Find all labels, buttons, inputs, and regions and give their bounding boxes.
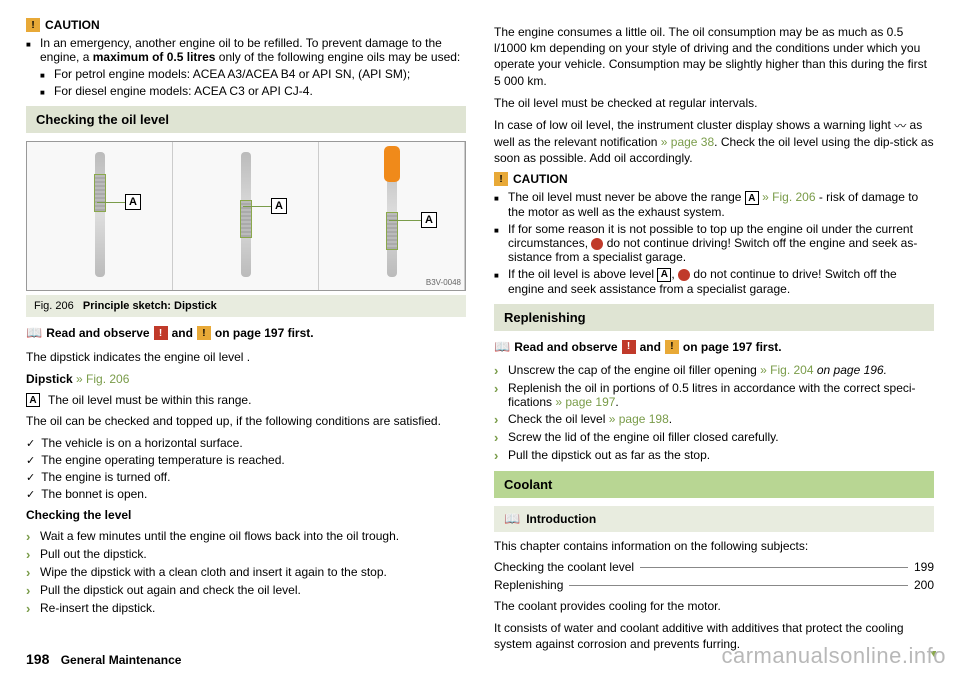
caution-icon: !	[26, 18, 40, 32]
page-footer: 198 General Maintenance	[26, 651, 181, 667]
condition-item: The engine is turned off.	[26, 470, 466, 484]
fig-label-a: A	[125, 194, 141, 210]
caution-header: ! CAUTION	[26, 18, 466, 32]
section-name: General Maintenance	[61, 653, 182, 667]
warn-yellow-icon: !	[197, 326, 211, 340]
caution-bullet: The oil level must never be above the ra…	[494, 190, 934, 219]
figure-caption: Fig. 206 Principle sketch: Dipstick	[26, 295, 466, 317]
caution-icon: !	[494, 172, 508, 186]
fig-panel-3: A	[319, 142, 465, 290]
caution-bullet: If for some reason it is not possible to…	[494, 222, 934, 264]
condition-item: The vehicle is on a horizontal surface.	[26, 436, 466, 450]
figure-206: A A A B3V-0048	[26, 141, 466, 291]
fig-panel-2: A	[173, 142, 319, 290]
fig-label-a: A	[421, 212, 437, 228]
chapter-intro: This chapter contains information on the…	[494, 538, 934, 554]
caution-sub-bullet: For petrol engine models: ACEA A3/ACEA B…	[40, 67, 466, 81]
caution-title: CAUTION	[45, 18, 100, 32]
read-observe-line: 📖 Read and observe ! and ! on page 197 f…	[494, 339, 934, 355]
book-icon: 📖	[494, 339, 510, 355]
condition-item: The engine operating temperature is reac…	[26, 453, 466, 467]
caution-title: CAUTION	[513, 172, 568, 186]
step-item: Screw the lid of the engine oil filler c…	[494, 430, 934, 445]
low-oil-para: In case of low oil level, the instrument…	[494, 117, 934, 166]
fig-panel-1: A	[27, 142, 173, 290]
check-intervals-para: The oil level must be checked at regular…	[494, 95, 934, 111]
checking-level-title: Checking the level	[26, 507, 466, 523]
step-item: Unscrew the cap of the engine oil filler…	[494, 363, 934, 378]
step-item: Replenish the oil in portions of 0.5 lit…	[494, 381, 934, 409]
step-item: Wait a few minutes until the engine oil …	[26, 529, 466, 544]
condition-item: The bonnet is open.	[26, 487, 466, 501]
toc-dots	[569, 585, 908, 586]
dipstick-intro: The dipstick indicates the engine oil le…	[26, 349, 466, 365]
toc-row: Replenishing 200	[494, 578, 934, 592]
warn-red-icon: !	[154, 326, 168, 340]
subsection-introduction: 📖 Introduction	[494, 506, 934, 532]
checked-topped: The oil can be checked and topped up, if…	[26, 413, 466, 429]
page-number: 198	[26, 651, 49, 667]
step-item: Pull the dipstick out again and check th…	[26, 583, 466, 598]
caution-bullet: In an emergency, another engine oil to b…	[26, 36, 466, 64]
letter-a-icon: A	[26, 393, 40, 407]
caution-header: ! CAUTION	[494, 172, 934, 186]
read-observe-line: 📖 Read and observe ! and ! on page 197 f…	[26, 325, 466, 341]
coolant-para1: The coolant provides cooling for the mot…	[494, 598, 934, 614]
stop-icon	[591, 238, 603, 250]
caution-sub-bullet: For diesel engine models: ACEA C3 or API…	[40, 84, 466, 98]
step-item: Wipe the dipstick with a clean cloth and…	[26, 565, 466, 580]
right-column: The engine consumes a little oil. The oi…	[494, 18, 934, 640]
dipstick-ref-line: Dipstick » Fig. 206	[26, 371, 466, 387]
left-column: ! CAUTION In an emergency, another engin…	[26, 18, 466, 640]
toc-dots	[640, 567, 908, 568]
toc-row: Checking the coolant level 199	[494, 560, 934, 574]
book-icon: 📖	[26, 325, 42, 341]
warn-red-icon: !	[622, 340, 636, 354]
oil-warning-icon: 〰	[894, 118, 906, 134]
step-item: Check the oil level » page 198.	[494, 412, 934, 427]
step-item: Pull the dipstick out as far as the stop…	[494, 448, 934, 463]
warn-yellow-icon: !	[665, 340, 679, 354]
book-icon: 📖	[504, 511, 520, 527]
section-coolant: Coolant	[494, 471, 934, 498]
letter-a-icon: A	[745, 191, 759, 205]
step-item: Pull out the dipstick.	[26, 547, 466, 562]
watermark: carmanualsonline.info	[721, 643, 946, 669]
fig-label-a: A	[271, 198, 287, 214]
step-item: Re-insert the dipstick.	[26, 601, 466, 616]
caution-bullet: If the oil level is above level A, do no…	[494, 267, 934, 296]
range-line: A The oil level must be within this rang…	[26, 393, 466, 407]
stop-icon	[678, 269, 690, 281]
section-replenishing: Replenishing	[494, 304, 934, 331]
letter-a-icon: A	[657, 268, 671, 282]
consumption-para: The engine consumes a little oil. The oi…	[494, 24, 934, 89]
section-checking-oil: Checking the oil level	[26, 106, 466, 133]
figure-code: B3V-0048	[426, 278, 461, 287]
page: ! CAUTION In an emergency, another engin…	[0, 0, 960, 640]
